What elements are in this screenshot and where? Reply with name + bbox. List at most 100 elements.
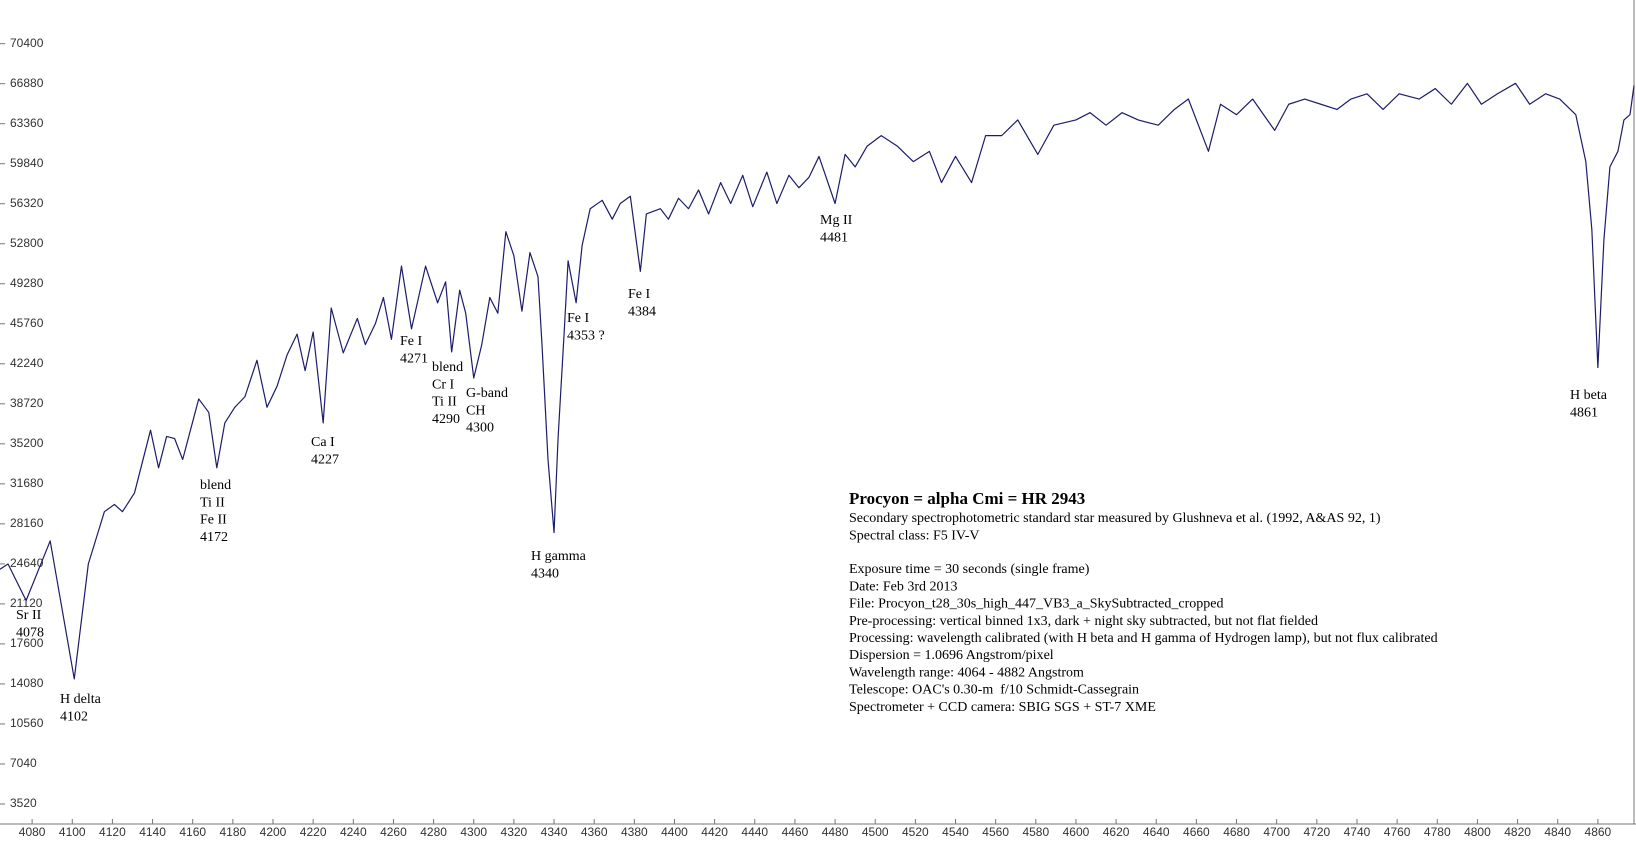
line-label: 4861 [1570, 405, 1598, 420]
info-detail: Pre-processing: vertical binned 1x3, dar… [849, 614, 1318, 629]
x-tick-label: 4400 [661, 825, 688, 839]
y-tick-label: 45760 [10, 316, 44, 330]
x-tick-label: 4360 [581, 825, 608, 839]
y-tick-label: 35200 [10, 436, 44, 450]
x-tick-label: 4580 [1022, 825, 1049, 839]
y-tick-label: 14080 [10, 676, 44, 690]
line-label: 4340 [531, 566, 559, 581]
y-tick-label: 10560 [10, 716, 44, 730]
x-tick-label: 4140 [139, 825, 166, 839]
line-label: G-band [466, 386, 508, 401]
x-tick-label: 4740 [1344, 825, 1371, 839]
x-tick-label: 4320 [501, 825, 528, 839]
x-tick-label: 4620 [1103, 825, 1130, 839]
y-tick-label: 21120 [10, 596, 43, 610]
line-label: 4290 [432, 412, 460, 427]
x-tick-label: 4500 [862, 825, 889, 839]
line-label: H beta [1570, 388, 1608, 403]
line-label: 4078 [16, 625, 44, 640]
x-tick-label: 4800 [1464, 825, 1491, 839]
x-tick-label: 4600 [1063, 825, 1090, 839]
line-label: Fe II [200, 513, 227, 528]
x-tick-label: 4720 [1303, 825, 1330, 839]
y-tick-label: 52800 [10, 236, 44, 250]
info-detail: Processing: wavelength calibrated (with … [849, 631, 1438, 646]
x-tick-label: 4420 [701, 825, 728, 839]
y-tick-label: 24640 [10, 556, 44, 570]
line-label: H delta [60, 692, 102, 707]
info-detail: Wavelength range: 4064 - 4882 Angstrom [849, 665, 1084, 680]
x-tick-label: 4640 [1143, 825, 1170, 839]
x-tick-label: 4300 [460, 825, 487, 839]
info-detail: Exposure time = 30 seconds (single frame… [849, 562, 1090, 577]
y-tick-label: 38720 [10, 396, 44, 410]
line-label: Mg II [820, 213, 853, 228]
line-label: Ti II [432, 395, 457, 410]
x-tick-label: 4680 [1223, 825, 1250, 839]
x-tick-label: 4120 [99, 825, 126, 839]
x-tick-label: 4180 [220, 825, 247, 839]
y-tick-label: 28160 [10, 516, 44, 530]
x-tick-label: 4080 [19, 825, 46, 839]
line-label: H gamma [531, 549, 587, 564]
x-tick-label: 4700 [1263, 825, 1290, 839]
x-tick-label: 4440 [741, 825, 768, 839]
line-label: 4384 [628, 304, 656, 319]
line-label: Cr I [432, 377, 455, 392]
y-tick-label: 17600 [10, 636, 44, 650]
y-tick-label: 56320 [10, 196, 44, 210]
y-tick-label: 31680 [10, 476, 44, 490]
x-tick-label: 4340 [541, 825, 568, 839]
x-tick-label: 4660 [1183, 825, 1210, 839]
x-tick-label: 4560 [982, 825, 1009, 839]
x-tick-label: 4820 [1504, 825, 1531, 839]
y-tick-label: 59840 [10, 156, 44, 170]
line-label: blend [432, 360, 463, 375]
info-line: Spectral class: F5 IV-V [849, 528, 980, 543]
x-tick-label: 4160 [179, 825, 206, 839]
y-tick-label: 63360 [10, 116, 44, 130]
line-label: Fe I [567, 311, 590, 326]
x-tick-label: 4540 [942, 825, 969, 839]
x-tick-label: 4460 [782, 825, 809, 839]
info-line: Secondary spectrophotometric standard st… [849, 511, 1381, 526]
x-tick-label: 4260 [380, 825, 407, 839]
x-tick-label: 4840 [1544, 825, 1571, 839]
x-tick-label: 4860 [1585, 825, 1612, 839]
x-tick-label: 4760 [1384, 825, 1411, 839]
spectrum-line [0, 82, 1635, 680]
line-label: CH [466, 403, 485, 418]
y-tick-label: 42240 [10, 356, 44, 370]
x-tick-label: 4520 [902, 825, 929, 839]
line-label: 4102 [60, 709, 88, 724]
y-tick-label: 49280 [10, 276, 44, 290]
y-tick-label: 3520 [10, 796, 37, 810]
info-detail: Date: Feb 3rd 2013 [849, 579, 957, 594]
x-tick-label: 4380 [621, 825, 648, 839]
x-tick-label: 4280 [420, 825, 447, 839]
x-tick-label: 4220 [300, 825, 327, 839]
y-tick-label: 66880 [10, 76, 44, 90]
x-tick-label: 4100 [59, 825, 86, 839]
line-label: Fe I [400, 334, 423, 349]
line-label: 4481 [820, 230, 848, 245]
line-label: 4172 [200, 530, 228, 545]
y-tick-label: 70400 [10, 36, 44, 50]
x-tick-label: 4780 [1424, 825, 1451, 839]
info-title: Procyon = alpha Cmi = HR 2943 [849, 489, 1085, 508]
line-label: 4227 [311, 452, 339, 467]
line-label: 4271 [400, 351, 428, 366]
line-label: Fe I [628, 287, 651, 302]
info-detail: File: Procyon_t28_30s_high_447_VB3_a_Sky… [849, 597, 1223, 612]
line-label: 4353 ? [567, 328, 605, 343]
line-label: Sr II [16, 608, 42, 623]
line-label: 4300 [466, 421, 494, 436]
line-label: Ca I [311, 435, 335, 450]
info-detail: Spectrometer + CCD camera: SBIG SGS + ST… [849, 700, 1156, 715]
x-tick-label: 4480 [822, 825, 849, 839]
line-label: Ti II [200, 495, 225, 510]
x-tick-label: 4200 [260, 825, 287, 839]
